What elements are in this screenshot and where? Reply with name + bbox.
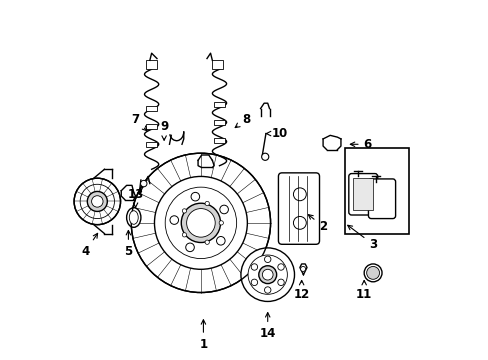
Circle shape — [220, 205, 228, 214]
Text: 2: 2 — [308, 215, 326, 233]
Bar — [212, 60, 223, 69]
Circle shape — [251, 264, 257, 270]
Circle shape — [170, 216, 178, 224]
Circle shape — [182, 209, 186, 213]
Bar — [146, 60, 157, 69]
Circle shape — [264, 287, 270, 293]
Circle shape — [191, 192, 199, 201]
Text: 5: 5 — [124, 230, 132, 258]
Circle shape — [247, 255, 287, 294]
Circle shape — [364, 264, 381, 282]
Circle shape — [74, 178, 121, 225]
Text: 12: 12 — [293, 280, 309, 301]
Text: 13: 13 — [127, 188, 143, 207]
Circle shape — [182, 233, 186, 237]
Text: 11: 11 — [355, 280, 371, 301]
Ellipse shape — [126, 208, 141, 227]
Circle shape — [277, 279, 284, 285]
Circle shape — [204, 201, 209, 206]
Circle shape — [131, 153, 270, 293]
Text: 1: 1 — [199, 320, 207, 351]
FancyBboxPatch shape — [278, 173, 319, 244]
Text: 8: 8 — [235, 113, 250, 127]
Circle shape — [219, 221, 223, 225]
FancyBboxPatch shape — [352, 178, 373, 210]
Ellipse shape — [129, 211, 138, 224]
Circle shape — [277, 264, 284, 270]
Bar — [214, 138, 224, 143]
FancyBboxPatch shape — [367, 179, 395, 219]
Circle shape — [293, 216, 305, 229]
Bar — [146, 124, 157, 129]
Circle shape — [185, 243, 194, 252]
Text: 14: 14 — [259, 312, 275, 340]
Circle shape — [262, 269, 272, 280]
Circle shape — [181, 203, 220, 243]
Text: 6: 6 — [349, 138, 371, 151]
Circle shape — [261, 153, 268, 160]
Circle shape — [87, 192, 107, 211]
Bar — [146, 106, 157, 111]
Bar — [214, 120, 224, 125]
Text: 9: 9 — [160, 120, 168, 140]
Bar — [146, 142, 157, 147]
Circle shape — [241, 248, 294, 301]
Circle shape — [293, 188, 305, 201]
Text: 10: 10 — [265, 127, 288, 140]
Circle shape — [154, 176, 247, 269]
Circle shape — [186, 208, 215, 237]
Circle shape — [91, 196, 103, 207]
Circle shape — [80, 184, 114, 219]
Circle shape — [165, 187, 236, 258]
Text: 7: 7 — [131, 113, 147, 131]
FancyBboxPatch shape — [348, 174, 377, 215]
Circle shape — [204, 240, 209, 244]
Text: 4: 4 — [81, 233, 98, 258]
Circle shape — [300, 266, 305, 271]
Circle shape — [140, 180, 147, 187]
Bar — [344, 148, 408, 234]
Text: 3: 3 — [347, 225, 376, 251]
Circle shape — [258, 266, 276, 284]
Circle shape — [251, 279, 257, 285]
Circle shape — [366, 266, 379, 279]
Circle shape — [264, 256, 270, 262]
Bar — [214, 103, 224, 108]
Circle shape — [216, 237, 224, 245]
